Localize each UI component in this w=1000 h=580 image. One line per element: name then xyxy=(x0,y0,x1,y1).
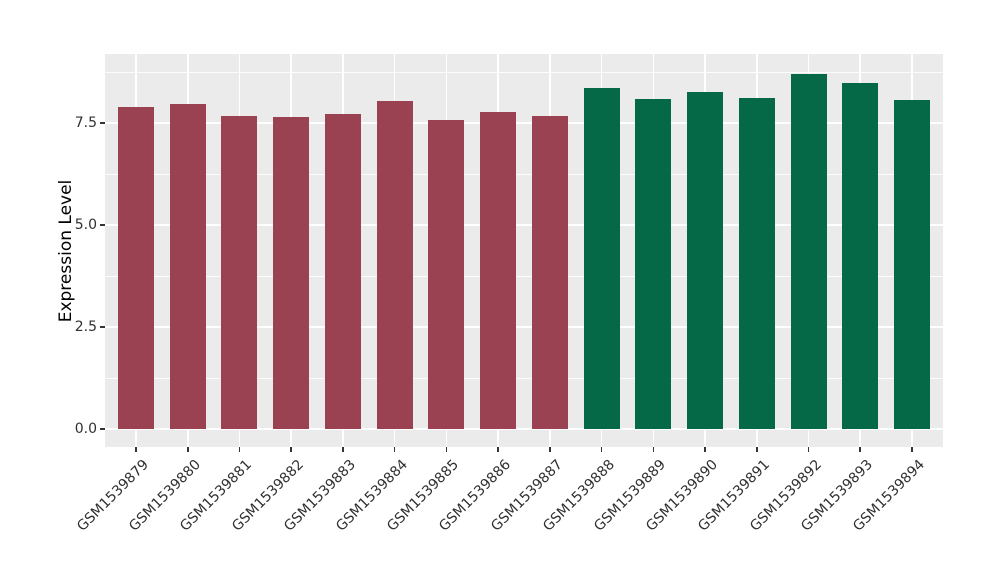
y-tick-label: 0.0 xyxy=(74,421,97,437)
gridline-minor xyxy=(105,276,943,277)
plot-panel xyxy=(105,54,943,447)
x-tick xyxy=(704,447,706,452)
bar-GSM1539883 xyxy=(324,114,361,429)
x-tick xyxy=(859,447,861,452)
x-tick xyxy=(600,447,603,452)
x-tick xyxy=(342,447,344,452)
bar-GSM1539889 xyxy=(635,99,672,429)
gridline-minor xyxy=(105,378,943,379)
x-tick xyxy=(290,447,292,452)
gridline-major xyxy=(105,122,943,124)
bar-GSM1539879 xyxy=(118,106,155,429)
gridline-major xyxy=(105,224,943,226)
y-axis-title: Expression Level xyxy=(56,179,76,323)
x-tick xyxy=(911,447,913,452)
gridline-major xyxy=(105,326,943,328)
bar-GSM1539884 xyxy=(376,100,413,429)
x-tick xyxy=(807,447,810,452)
gridline-minor xyxy=(105,72,943,73)
bar-GSM1539881 xyxy=(221,115,258,429)
x-tick xyxy=(549,447,551,452)
x-tick xyxy=(445,447,448,452)
bar-GSM1539886 xyxy=(480,111,517,429)
y-tick xyxy=(100,428,105,430)
bar-GSM1539892 xyxy=(790,74,827,429)
x-tick xyxy=(135,447,137,452)
y-tick xyxy=(100,326,105,328)
bar-GSM1539885 xyxy=(428,119,465,429)
bar-GSM1539891 xyxy=(738,98,775,429)
bar-GSM1539887 xyxy=(531,115,568,429)
x-tick xyxy=(652,447,655,452)
x-tick xyxy=(238,447,241,452)
bar-GSM1539894 xyxy=(893,100,930,429)
y-tick xyxy=(100,224,105,226)
gridline-major xyxy=(105,428,943,430)
bar-GSM1539880 xyxy=(169,104,206,429)
bar-GSM1539893 xyxy=(842,83,879,429)
x-tick-label: GSM1539894 xyxy=(850,456,928,535)
x-tick xyxy=(393,447,396,452)
x-tick xyxy=(497,447,499,452)
x-tick xyxy=(756,447,758,452)
y-tick-label: 5.0 xyxy=(74,217,97,233)
bar-GSM1539888 xyxy=(583,87,620,429)
y-tick-label: 7.5 xyxy=(74,115,97,131)
y-tick xyxy=(100,122,105,124)
x-tick xyxy=(187,447,189,452)
bar-GSM1539890 xyxy=(687,92,724,429)
y-tick-label: 2.5 xyxy=(74,319,97,335)
bar-GSM1539882 xyxy=(273,117,310,429)
gridline-minor xyxy=(105,174,943,175)
